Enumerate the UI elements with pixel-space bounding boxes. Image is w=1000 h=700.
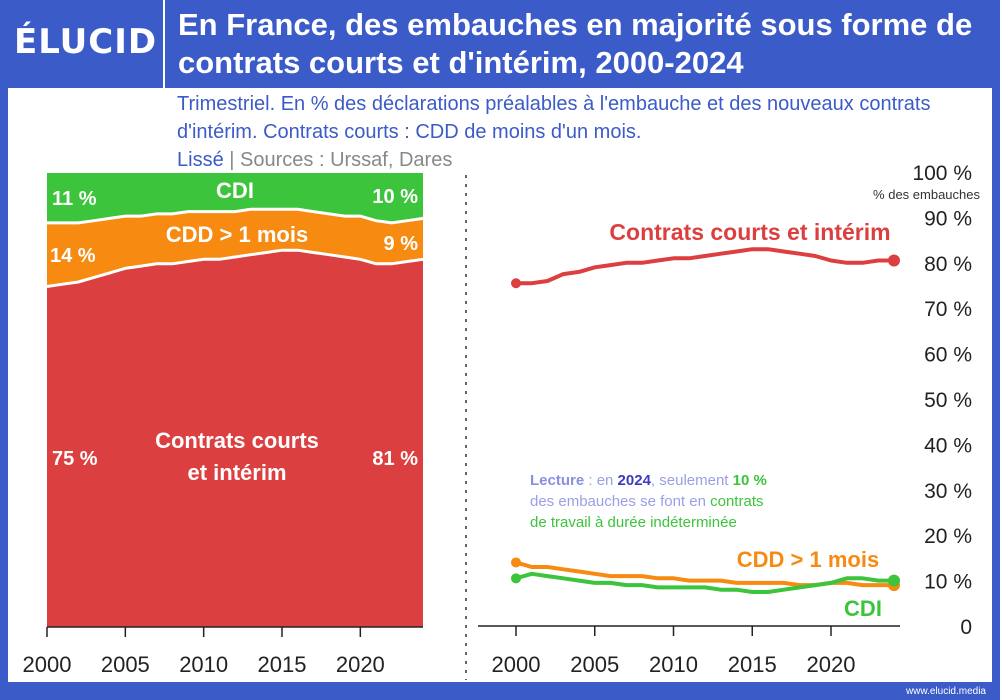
cdi-start-value: 11 % [52,188,97,210]
label-short-contracts-line1: Contrats courts [155,428,319,453]
line-label-short-contracts: Contrats courts et intérim [609,219,890,245]
annotation-span: des embauches se font en [530,493,710,510]
left-x-tick-label: 2020 [336,652,385,677]
chart-title: En France, des embauches en majorité sou… [178,7,973,80]
short-start-value: 75 % [52,448,98,470]
logo-box: ÉLUCID [0,0,165,88]
cdd-start-value: 14 % [50,245,96,267]
header: ÉLUCID En France, des embauches en major… [0,0,1000,88]
cdi-end-value: 10 % [372,186,418,208]
right-y-tick-label: 60 % [924,344,972,367]
cdd-end-value: 9 % [384,233,419,255]
subtitle-text: Trimestriel. En % des déclarations préal… [177,93,931,143]
line-cdi-start-dot [511,573,521,584]
right-y-tick-label: 80 % [924,253,972,276]
right-y-tick-label: 100 % [912,162,972,185]
sources: Sources : Urssaf, Dares [240,149,453,171]
right-x-tick-label: 2020 [807,652,856,677]
right-y-tick-label: 30 % [924,480,972,503]
subtitle: Trimestriel. En % des déclarations préal… [177,90,987,174]
line-short-contracts [516,247,894,286]
boundary-orange-green [47,207,424,225]
left-x-tick-label: 2015 [258,652,307,677]
area-cdd-long [47,209,423,287]
left-x-tick-label: 2000 [23,652,72,677]
label-cdd-long: CDD > 1 mois [166,222,308,247]
area-cdi [47,173,423,223]
right-y-tick-label: 70 % [924,298,972,321]
area-short-contracts [47,250,423,627]
label-cdi: CDI [216,178,254,203]
label-short-contracts-line2: et intérim [187,460,286,485]
footer-url[interactable]: www.elucid.media [905,686,986,697]
right-y-tick-label: 10 % [924,571,972,594]
left-x-tick-label: 2005 [101,652,150,677]
footer [0,682,1000,700]
line-cdi [515,571,894,594]
y-axis-unit-label: % des embauches [873,187,980,202]
line-short-contracts-end-dot [888,254,900,267]
line-cdi-end-dot [888,574,900,587]
smoothed-note: Lissé [177,149,224,171]
annotation-span: contrats [710,493,763,510]
right-x-tick-label: 2010 [649,652,698,677]
right-x-tick-label: 2005 [570,652,619,677]
right-y-tick-label: 50 % [924,389,972,412]
boundary-red-orange [46,248,424,288]
annotation-span: 10 % [733,472,767,489]
short-end-value: 81 % [372,448,418,470]
right-y-tick-label: 20 % [924,525,972,548]
annotation-span: , seulement [651,472,733,489]
right-y-tick-label: 90 % [924,207,972,230]
right-x-tick-label: 2000 [492,652,541,677]
elucid-logo[interactable]: ÉLUCID [14,22,158,62]
line-cdd-long-start-dot [511,557,521,568]
annotation-line2: des embauches se font en contrats [530,493,763,510]
annotation-span: Lecture [530,472,584,489]
right-y-tick-label: 0 [960,616,972,639]
annotation-line1: Lecture : en 2024, seulement 10 % [530,472,767,489]
left-x-tick-label: 2010 [179,652,228,677]
annotation-span: : en [584,472,617,489]
annotation-line3: de travail à durée indéterminée [530,514,737,531]
right-x-tick-label: 2015 [728,652,777,677]
line-label-cdd-long: CDD > 1 mois [737,547,879,572]
annotation-span: 2024 [618,472,652,489]
line-label-cdi: CDI [844,596,882,621]
right-y-tick-label: 40 % [924,434,972,457]
subtitle-separator: | [229,149,235,171]
line-short-contracts-start-dot [511,278,521,289]
